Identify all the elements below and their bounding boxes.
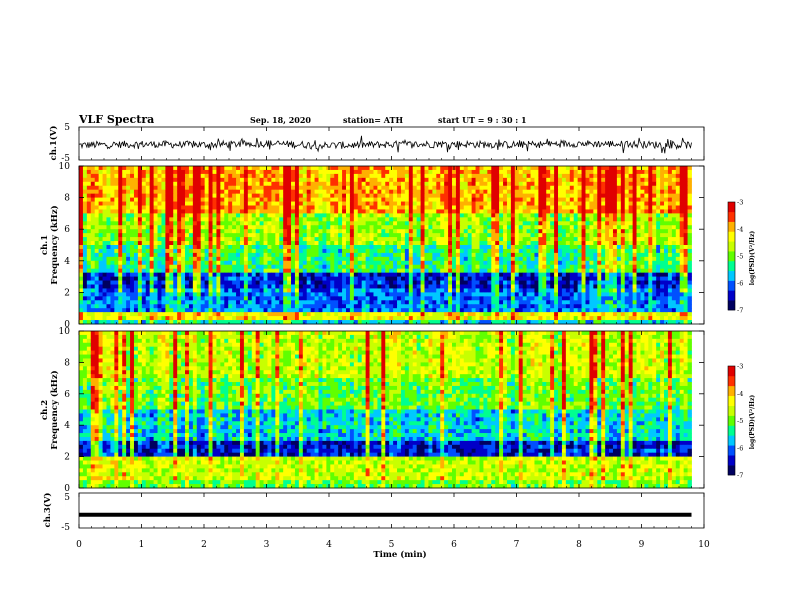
ch1-spectrogram-ylabel-channel: ch.1: [40, 235, 50, 255]
spec2-ytick: 2: [64, 453, 70, 463]
spec1-ytick: 6: [64, 225, 70, 235]
cbar2-tick: -6: [737, 444, 743, 452]
ch3-ytick-top: 5: [64, 493, 70, 503]
header-station: station= ATH: [343, 115, 403, 125]
time-tick-label: 1: [139, 540, 145, 550]
cbar1-tick: -6: [737, 280, 743, 288]
ch1-waveform-trace: [78, 135, 692, 154]
ch3-waveform-ylabel: ch.3(V): [42, 493, 53, 528]
ch2-colorbar: -3 -4 -5 -6 -7: [727, 363, 743, 480]
time-tick-label: 10: [698, 540, 710, 550]
ch3-ytick-bottom: -5: [61, 523, 70, 533]
time-axis-ticks: 0 1 2 3 4 5 6 7 8 9 10: [76, 127, 710, 550]
spec2-ytick: 10: [59, 327, 71, 337]
ch3-waveform-frame: [78, 492, 705, 529]
cbar2-tick: -5: [737, 417, 743, 425]
cbar2-tick: -7: [737, 472, 743, 480]
time-tick-label: 3: [264, 540, 270, 550]
cbar1-tick: -4: [737, 226, 743, 234]
time-tick-label: 7: [514, 540, 520, 550]
time-tick-label: 6: [451, 540, 457, 550]
ch1-waveform-panel: 5 -5 ch.1(V): [48, 123, 705, 164]
spec1-ytick: 4: [64, 257, 70, 267]
ch2-spectrogram-ylabel: Frequency (kHz): [49, 370, 60, 449]
ch2-colorbar-label: log(PSD)(V²/Hz): [749, 395, 756, 450]
time-tick-label: 4: [326, 540, 332, 550]
ch1-colorbar-label: log(PSD)(V²/Hz): [749, 231, 756, 286]
ch1-colorbar: -3 -4 -5 -6 -7: [727, 199, 743, 315]
time-tick-label: 9: [639, 540, 645, 550]
figure-title: VLF Spectra: [78, 113, 154, 126]
ch2-spectrogram-ylabel-channel: ch.2: [40, 400, 50, 420]
ch1-waveform-ylabel: ch.1(V): [48, 126, 59, 161]
spec2-ytick: 8: [64, 358, 70, 368]
time-tick-label: 0: [76, 540, 82, 550]
spec2-ytick: 6: [64, 390, 70, 400]
spec1-ytick: 0: [64, 320, 70, 330]
header-start-time: start UT = 9 : 30 : 1: [438, 115, 527, 125]
spec2-ytick: 4: [64, 421, 70, 431]
ch1-spectrogram-image: [79, 166, 692, 325]
time-tick-label: 5: [389, 540, 395, 550]
spec1-ytick: 10: [59, 162, 71, 172]
spec2-ytick: 0: [64, 484, 70, 494]
ch1-ytick-top: 5: [64, 123, 70, 133]
time-axis-label: Time (min): [373, 549, 426, 560]
time-tick-label: 2: [201, 540, 207, 550]
cbar2-tick: -3: [737, 363, 743, 371]
ch2-spectrogram-image: [79, 331, 692, 489]
spec1-ytick: 2: [64, 288, 70, 298]
cbar1-tick: -3: [737, 199, 743, 207]
cbar1-tick: -7: [737, 307, 743, 315]
time-tick-label: 8: [576, 540, 582, 550]
ch1-ytick-bottom: -5: [61, 154, 70, 164]
spec1-ytick: 8: [64, 194, 70, 204]
header-date: Sep. 18, 2020: [250, 115, 311, 125]
ch1-spectrogram-ylabel: Frequency (kHz): [49, 205, 60, 284]
cbar1-tick: -5: [737, 253, 743, 261]
cbar2-tick: -4: [737, 390, 743, 398]
